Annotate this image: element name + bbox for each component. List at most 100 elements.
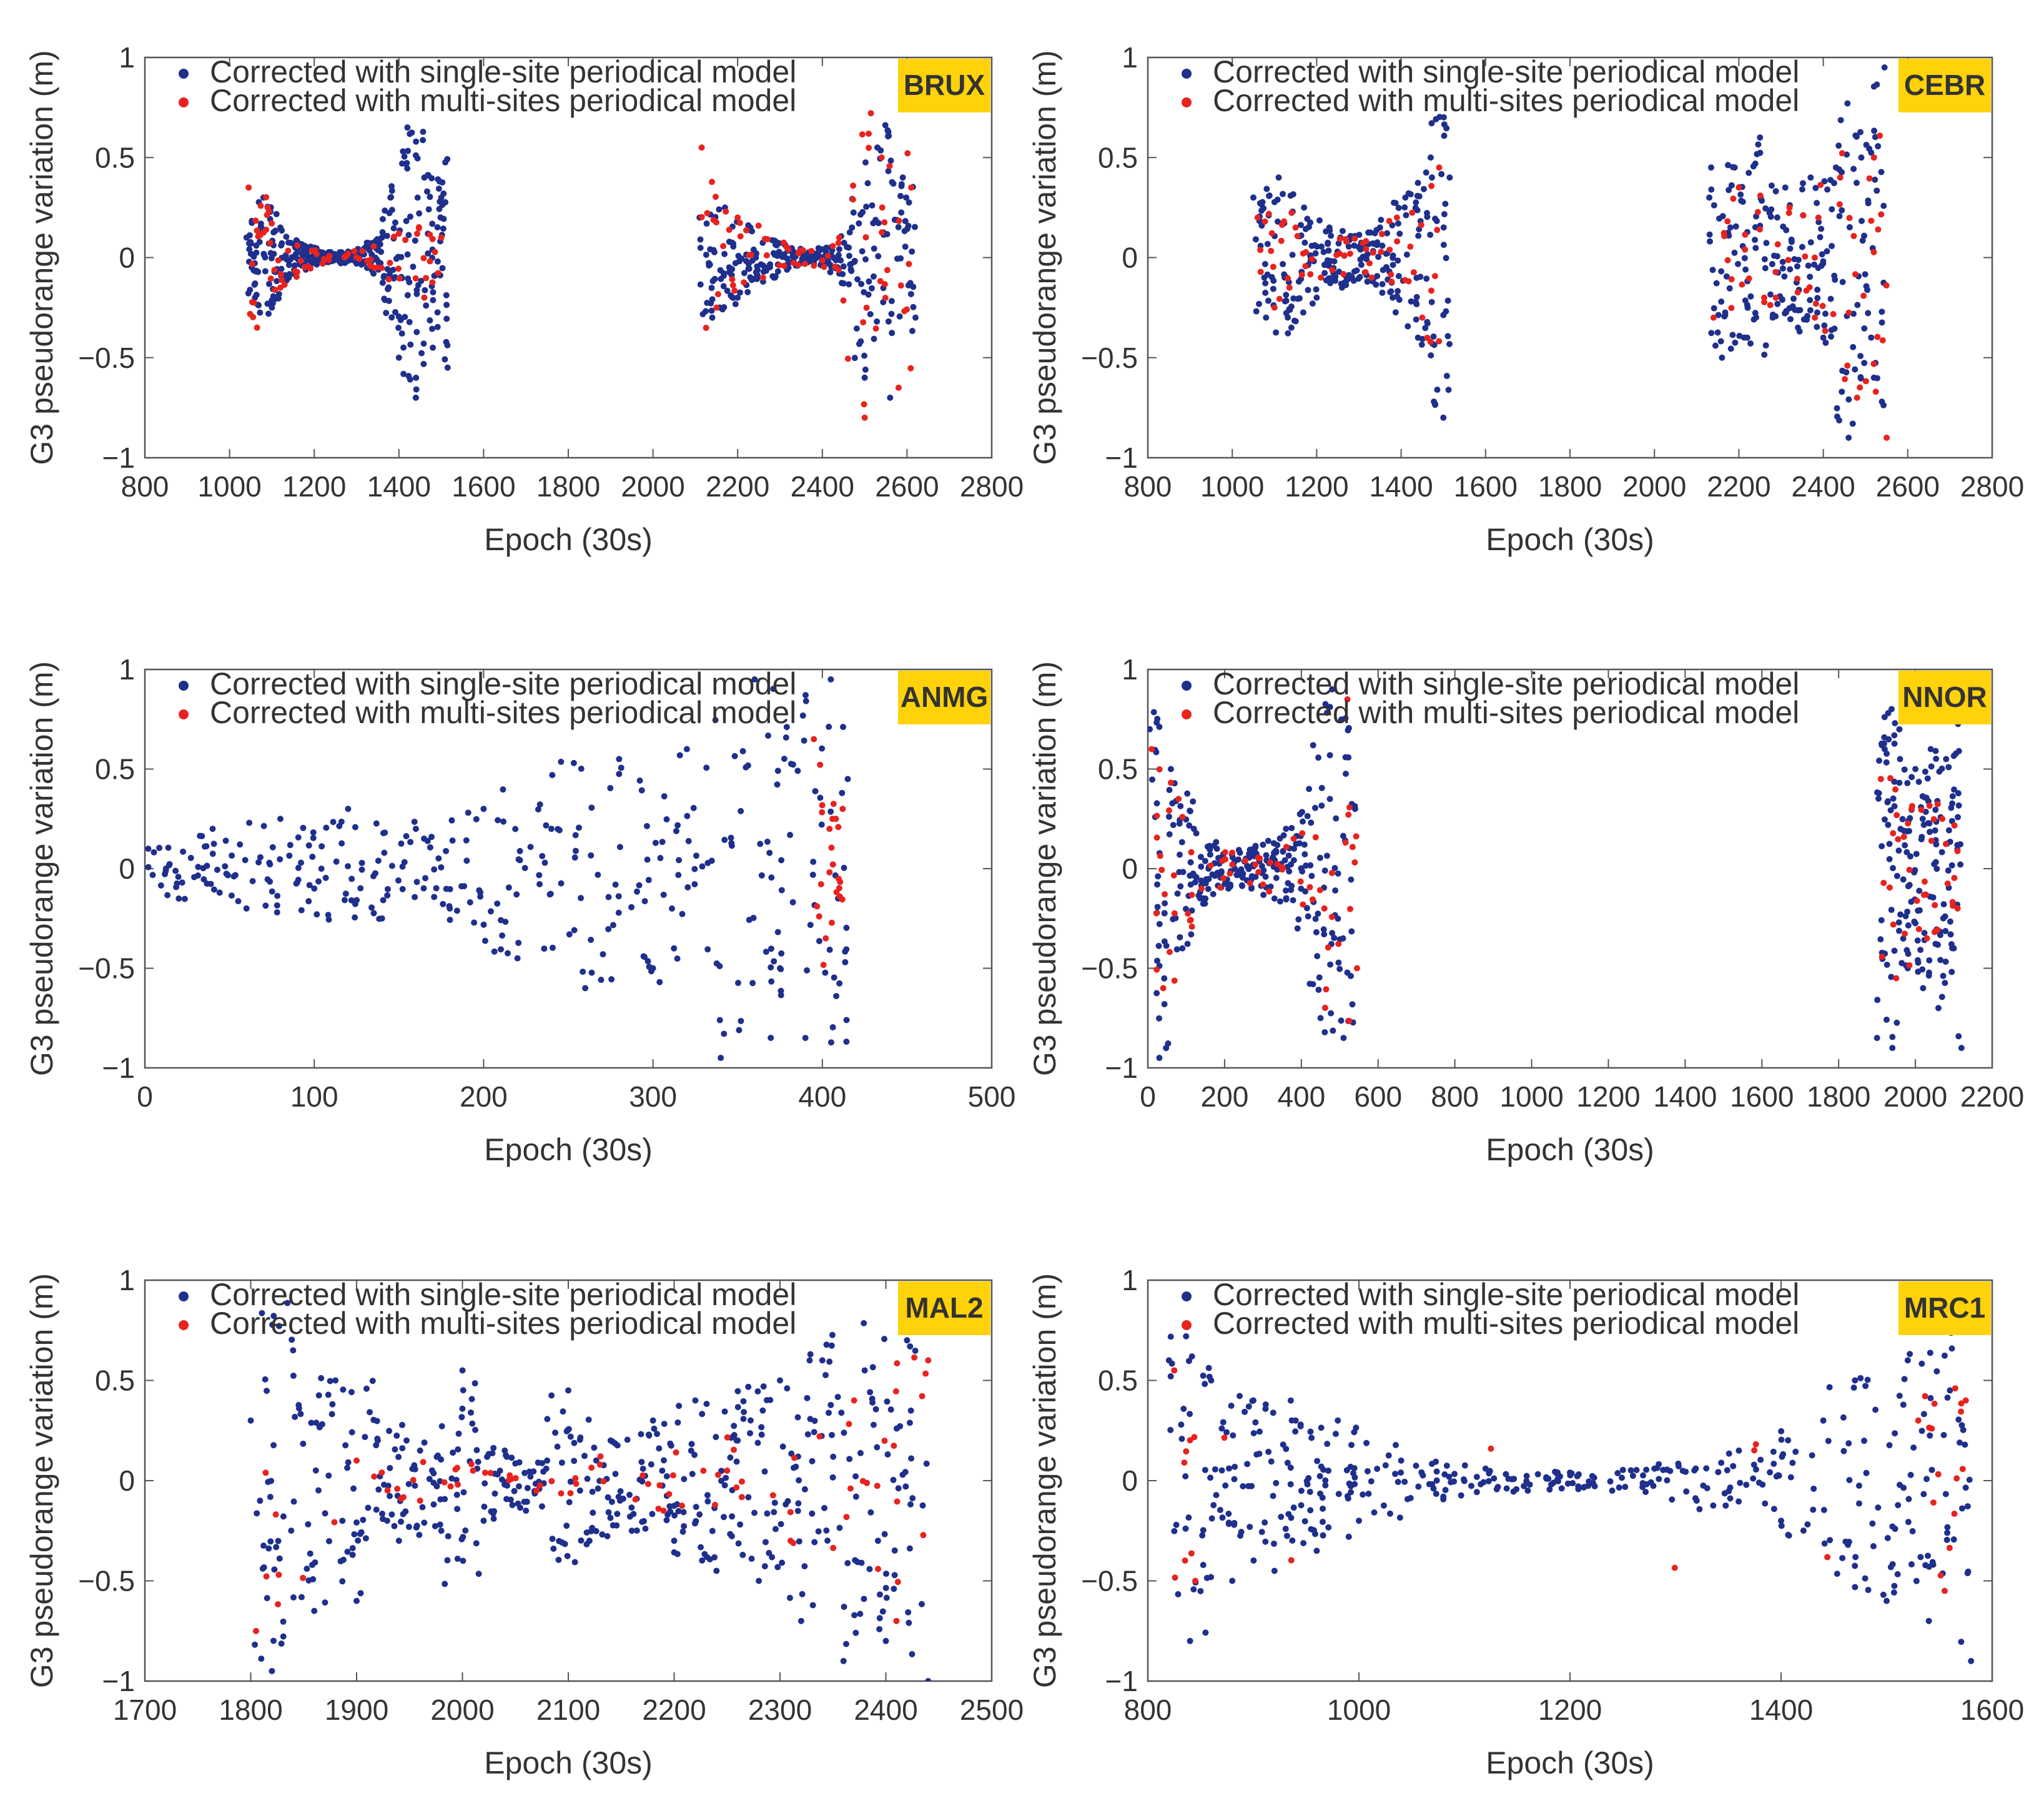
data-point-single [1862,271,1869,278]
data-point-multi [865,131,872,137]
data-point-single [1280,190,1286,197]
data-point-single [1812,185,1819,192]
data-point-multi [356,255,363,262]
data-point-single [605,894,612,900]
y-tick-label: 0 [1122,1464,1138,1497]
data-point-single [1258,1529,1265,1536]
data-point-single [1524,1488,1531,1494]
data-point-multi [427,258,433,265]
data-point-single [1413,199,1419,206]
data-point-single [337,259,344,265]
data-point-single [1227,881,1234,888]
data-point-single [610,922,616,929]
data-point-multi [1895,836,1902,842]
data-point-single [311,1607,318,1614]
data-point-single [884,127,891,134]
x-tick-label: 600 [1354,1080,1402,1113]
data-point-single [413,138,420,145]
data-point-multi [1351,235,1358,242]
data-point-single [1288,887,1295,894]
data-point-single [491,948,498,955]
data-point-single [387,271,393,278]
data-point-multi [835,824,842,831]
data-point-single [745,265,752,272]
data-point-single [1820,1506,1827,1513]
data-point-single [420,340,427,347]
data-point-multi [325,253,332,260]
data-point-single [1881,816,1888,823]
data-point-single [1177,883,1184,890]
data-point-single [455,1446,462,1453]
y-tick-label: 1 [119,41,135,74]
data-point-single [339,1578,346,1585]
data-point-single [1262,873,1269,880]
data-point-multi [1935,1471,1942,1478]
data-point-single [1943,756,1950,762]
x-tick-label: 1200 [1576,1080,1640,1113]
data-point-multi [911,1354,918,1361]
data-point-single [379,279,386,286]
data-point-single [1731,249,1738,256]
data-point-single [778,950,785,957]
data-point-single [1331,865,1338,872]
data-point-multi [1951,1511,1958,1517]
data-point-single [768,978,775,985]
data-point-multi [1340,270,1347,277]
data-point-multi [1265,210,1272,217]
data-point-multi [1300,901,1306,908]
data-point-single [398,330,405,337]
data-point-multi [1872,388,1879,395]
data-point-single [156,844,163,851]
data-point-single [505,884,512,891]
data-point-single [257,1497,264,1504]
data-point-single [297,1411,304,1418]
data-point-single [738,807,744,814]
data-point-single [274,892,281,899]
data-point-single [1313,286,1320,293]
data-point-multi [279,277,285,284]
data-point-single [1271,895,1278,902]
data-point-multi [1954,847,1961,854]
data-point-single [1169,800,1176,807]
x-tick-label: 200 [460,1080,508,1113]
data-point-multi [1294,233,1301,240]
data-point-single [905,282,912,289]
data-point-single [1288,303,1295,310]
data-point-single [406,318,413,325]
data-point-single [388,187,395,194]
data-point-single [1949,793,1956,800]
data-point-single [708,285,715,292]
data-point-single [1818,225,1825,232]
data-point-single [1252,844,1259,851]
data-point-multi [414,230,421,237]
data-point-single [314,911,320,918]
data-point-single [1440,114,1447,121]
data-point-single [861,352,867,359]
data-point-multi [1870,360,1877,367]
data-point-single [249,877,256,884]
data-point-single [1275,174,1282,181]
data-point-single [1306,1488,1313,1495]
data-point-multi [847,1485,854,1492]
data-point-single [802,692,809,699]
data-point-single [304,257,310,264]
data-point-single [1356,274,1363,280]
data-point-single [253,292,260,299]
data-point-single [807,1416,814,1423]
data-point-single [494,900,501,907]
data-point-single [745,1383,752,1390]
data-point-single [731,752,738,759]
data-point-multi [1812,300,1819,307]
data-point-single [826,723,832,730]
data-point-single [1700,1482,1707,1489]
data-point-single [1443,255,1449,262]
data-point-single [1304,215,1311,222]
data-point-single [1940,1432,1947,1439]
data-point-single [676,752,683,759]
data-point-single [1332,887,1339,894]
data-point-single [286,271,293,278]
data-point-single [1253,308,1260,315]
data-point-single [744,289,751,295]
data-point-single [1288,824,1295,831]
data-point-multi [1785,209,1792,216]
